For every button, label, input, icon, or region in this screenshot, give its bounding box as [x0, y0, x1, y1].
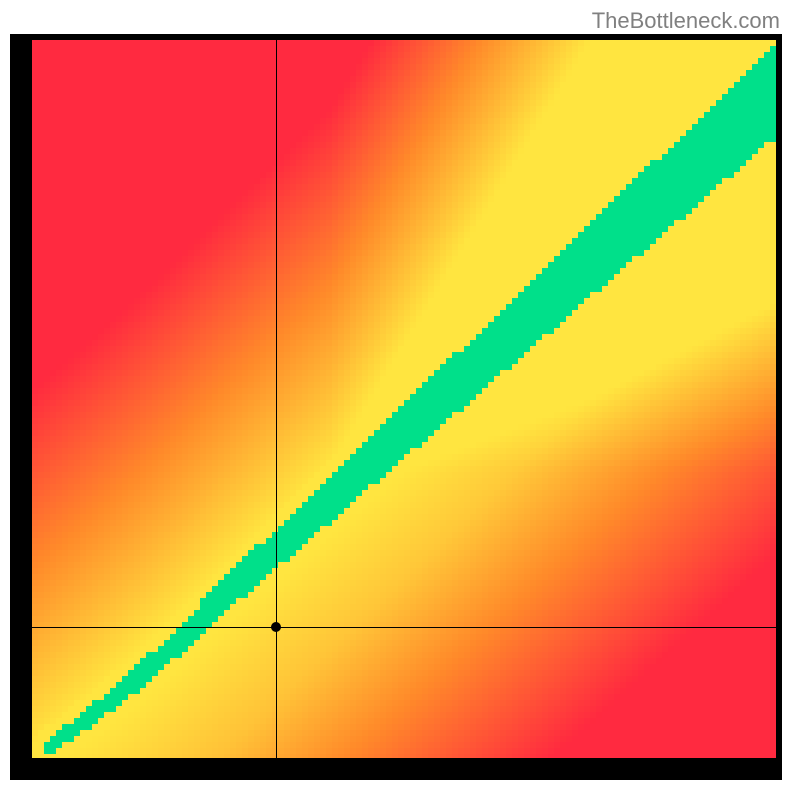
crosshair-horizontal — [32, 627, 776, 628]
crosshair-marker — [271, 622, 281, 632]
heatmap-chart — [32, 40, 776, 758]
watermark: TheBottleneck.com — [592, 8, 780, 34]
heatmap-canvas — [32, 40, 776, 758]
crosshair-vertical — [276, 40, 277, 758]
